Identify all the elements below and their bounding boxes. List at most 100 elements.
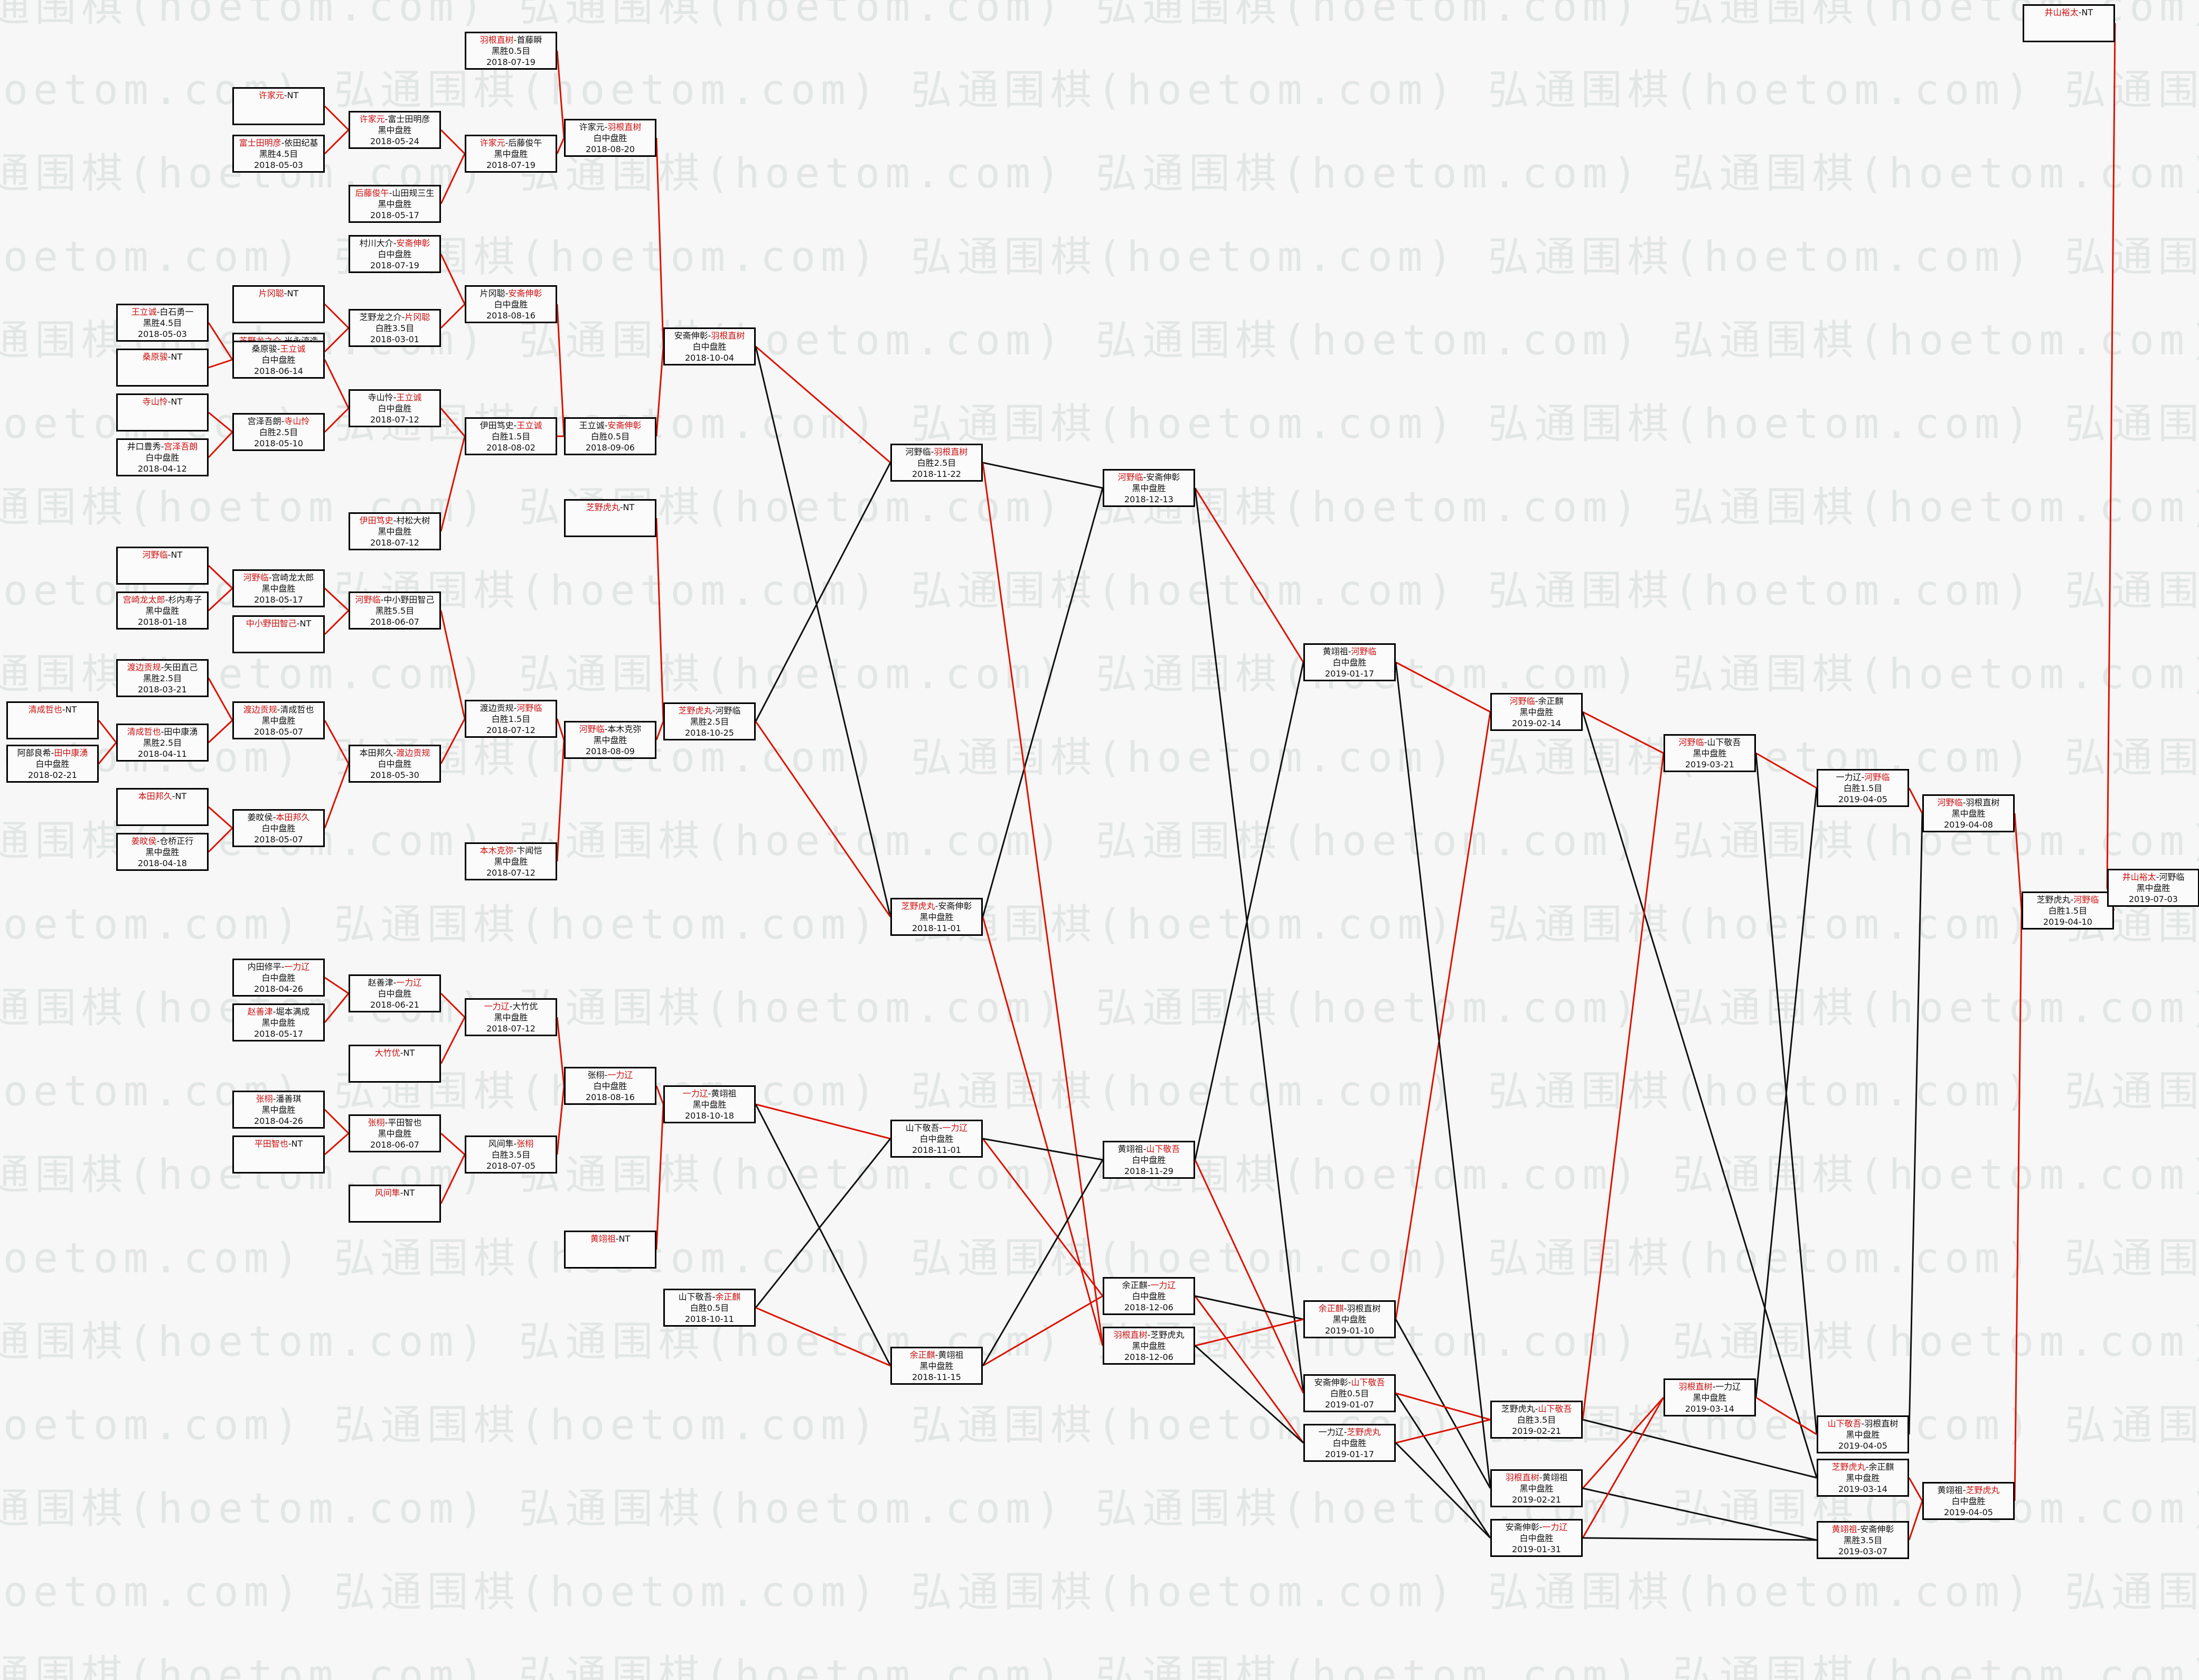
- connector-line: [982, 1295, 1103, 1367]
- match-result: 白中盘胜: [593, 1081, 627, 1091]
- connector-line: [982, 1159, 1104, 1366]
- match-box: 宫泽吾朗-寺山怜 白胜2.5目 2018-05-10: [232, 413, 325, 451]
- match-result: 白胜3.5目: [1517, 1415, 1556, 1425]
- seed-box: 许家元-NT: [232, 87, 325, 125]
- match-box: 黄翊祖-河野临 白中盘胜 2019-01-17: [1303, 643, 1396, 681]
- match-box: 风间隼-张栩 白胜3.5目 2018-07-05: [465, 1135, 557, 1174]
- match-box: 渡边贡规-河野临 白胜1.5目 2018-07-12: [465, 700, 557, 738]
- seed-box: 芝野虎丸-NT: [564, 499, 656, 537]
- connector-line: [1582, 1397, 1665, 1489]
- connector-line: [1395, 662, 1491, 1489]
- seed-box: 中小野田智己-NT: [232, 615, 325, 653]
- match-date: 2019-03-21: [1685, 759, 1734, 769]
- match-date: 2019-02-21: [1512, 1495, 1561, 1505]
- match-result: 白中盘胜: [261, 973, 296, 983]
- match-result: 黑中盘胜: [378, 125, 412, 135]
- match-date: 2019-04-08: [1944, 820, 1993, 830]
- match-result: 黑中盘胜: [1951, 809, 1986, 819]
- match-players: 片冈聪-安斋伸彰: [480, 288, 542, 298]
- match-players: 阿部良希-田中康湧: [17, 748, 88, 758]
- match-box: 河野临-羽根直树 黑中盘胜 2019-04-08: [1922, 794, 2015, 832]
- connector-line: [755, 1307, 891, 1367]
- match-box: 芝野龙之介-片冈聪 白胜3.5目 2018-03-01: [349, 309, 441, 347]
- match-box: 羽根直树-芝野虎丸 黑中盘胜 2018-12-06: [1103, 1327, 1195, 1365]
- match-players: 余正麒-一力辽: [1122, 1280, 1176, 1290]
- match-players: 中小野田智己-NT: [246, 618, 312, 628]
- match-box: 黄翊祖-安斋伸彰 黑胜3.5目 2019-03-07: [1817, 1521, 1909, 1559]
- seed-box: 寺山怜-NT: [116, 393, 209, 431]
- connector-line: [755, 346, 891, 917]
- match-date: 2018-11-01: [912, 1145, 961, 1155]
- match-players: 富士田明彦-依田纪基: [239, 138, 318, 148]
- watermark-text: 弘通围棋(hoetom.com) 弘通围棋(hoetom.com) 弘通围棋(h…: [0, 901, 2199, 949]
- match-result: 黑胜5.5目: [375, 606, 415, 616]
- match-box: 山下敬吾-一力辽 白中盘胜 2018-11-01: [890, 1120, 983, 1158]
- match-box: 一力辽-大竹优 黑中盘胜 2018-07-12: [465, 998, 557, 1036]
- connector-line: [208, 587, 233, 612]
- match-result: 黑中盘胜: [494, 1012, 528, 1022]
- match-players: 山下敬吾-一力辽: [905, 1123, 968, 1133]
- match-players: 河野临-山下敬吾: [1678, 737, 1741, 747]
- match-date: 2018-07-19: [370, 260, 419, 270]
- match-players: 河野临-余正麒: [1509, 696, 1564, 706]
- connector-line: [1395, 1393, 1491, 1538]
- match-players: 风间隼-张栩: [488, 1139, 534, 1149]
- watermark-text: 弘通围棋(hoetom.com) 弘通围棋(hoetom.com) 弘通围棋(h…: [0, 67, 2199, 114]
- match-date: 2018-06-07: [370, 617, 419, 627]
- match-result: 黑中盘胜: [261, 1018, 296, 1028]
- match-box: 河野临-余正麒 黑中盘胜 2019-02-14: [1490, 693, 1583, 731]
- match-players: 余正麒-黄翊祖: [909, 1350, 964, 1360]
- connector-line: [324, 303, 350, 329]
- match-date: 2018-06-07: [370, 1140, 419, 1150]
- match-players: 黄翊祖-山下敬吾: [1117, 1144, 1180, 1154]
- match-players: 伊田笃史-村松大树: [359, 515, 430, 525]
- match-date: 2019-02-14: [1512, 718, 1561, 728]
- match-date: 2018-07-12: [486, 1024, 535, 1034]
- match-players: 本木克弥-卞闻恺: [480, 846, 542, 856]
- connector-line: [1194, 1159, 1304, 1394]
- connector-line: [982, 462, 1104, 1346]
- match-box: 张栩-平田智也 黑中盘胜 2018-06-07: [349, 1114, 441, 1152]
- match-players: 后藤俊午-山田规三生: [355, 188, 435, 198]
- connector-line: [556, 1017, 565, 1086]
- match-date: 2018-12-06: [1124, 1302, 1173, 1312]
- connector-line: [324, 763, 350, 829]
- match-date: 2019-02-21: [1512, 1426, 1561, 1436]
- match-players: 芝野虎丸-余正麒: [1831, 1462, 1894, 1472]
- match-date: 2018-04-26: [254, 1116, 303, 1126]
- match-date: 2018-05-17: [254, 595, 303, 605]
- match-result: 白中盘胜: [1132, 1155, 1166, 1165]
- seed-box: 大竹优-NT: [349, 1045, 441, 1083]
- match-box: 本田邦久-渡边贡规 白中盘胜 2018-05-30: [349, 745, 441, 783]
- connector-line: [324, 609, 350, 635]
- match-players: 井山裕太-河野临: [2122, 872, 2185, 882]
- match-box: 桑原骏-王立诚 白中盘胜 2018-06-14: [232, 341, 325, 379]
- match-players: 宫崎龙太郎-杉内寿子: [123, 595, 202, 605]
- connector-line: [1195, 1295, 1304, 1320]
- match-result: 白中盘胜: [378, 403, 412, 414]
- match-date: 2018-05-10: [254, 438, 303, 448]
- match-result: 黑胜2.5目: [690, 717, 729, 727]
- match-players: 许家元-后藤俊午: [480, 138, 542, 148]
- match-result: 黑中盘胜: [378, 527, 412, 537]
- match-players: 安斋伸彰-羽根直树: [674, 331, 745, 341]
- connector-line: [1395, 711, 1491, 1320]
- match-box: 伊田笃史-村松大树 黑中盘胜 2018-07-12: [349, 512, 441, 550]
- connector-line: [1195, 1318, 1304, 1347]
- match-result: 黑中盘胜: [1693, 748, 1727, 758]
- match-players: 清成哲也-田中康湧: [127, 727, 198, 737]
- match-players: 河野临-本木克弥: [579, 724, 642, 734]
- connector-line: [1908, 787, 1923, 814]
- connector-line: [755, 1138, 891, 1308]
- match-players: 河野临-羽根直树: [905, 447, 968, 457]
- match-result: 黑中盘胜: [2136, 883, 2170, 893]
- connector-line: [440, 436, 466, 532]
- match-players: 一力辽-芝野虎丸: [1318, 1427, 1381, 1437]
- match-result: 白中盘胜: [378, 249, 412, 259]
- match-box: 内田修平-一力辽 白中盘胜 2018-04-26: [232, 959, 325, 997]
- match-result: 黑中盘胜: [1693, 1393, 1727, 1403]
- match-result: 黑中盘胜: [261, 584, 296, 594]
- match-players: 黄翊祖-安斋伸彰: [1831, 1524, 1894, 1534]
- connector-line: [1755, 787, 1818, 1398]
- match-box: 芝野虎丸-安斋伸彰 黑中盘胜 2018-11-01: [890, 898, 983, 936]
